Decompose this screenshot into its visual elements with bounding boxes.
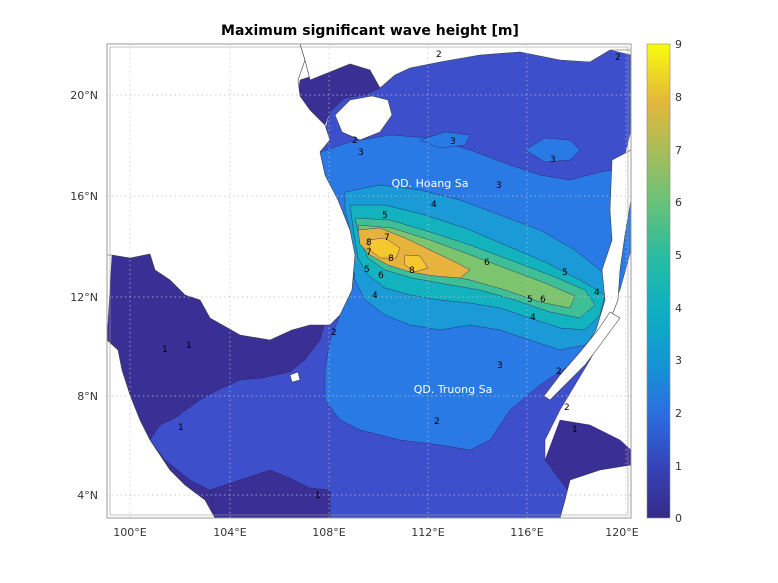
contour-label: 1	[315, 491, 321, 501]
colorbar-ticks: 0 1 2 3 4 5 6 7 8 9	[675, 38, 682, 525]
colorbar-tick-label: 8	[675, 91, 682, 104]
contour-label: 1	[186, 341, 192, 351]
land-natuna	[289, 371, 301, 383]
colorbar-tick-label: 3	[675, 354, 682, 367]
land-hainan	[334, 95, 393, 141]
contour-label: 3	[496, 181, 502, 191]
contour-label: 2	[434, 417, 440, 427]
y-tick-label: 4°N	[77, 489, 98, 502]
colorbar-tick-label: 9	[675, 38, 682, 51]
y-tick-label: 16°N	[70, 190, 98, 203]
land-malay	[107, 339, 216, 518]
x-tick-label: 104°E	[213, 526, 246, 539]
contour-label: 6	[484, 258, 490, 268]
chart-title: Maximum significant wave height [m]	[221, 23, 519, 39]
map-grid	[107, 44, 631, 518]
colorbar: 0 1 2 3 4 5 6 7 8 9	[646, 38, 682, 525]
colorbar-tick-label: 7	[675, 144, 682, 157]
contour-label: 3	[497, 361, 503, 371]
x-tick-label: 120°E	[605, 526, 638, 539]
land-indochina	[107, 44, 356, 341]
contour-label: 8	[366, 238, 372, 248]
contour-label: 3	[550, 155, 556, 165]
contour-label: 1	[572, 425, 578, 435]
colorbar-tick-label: 2	[675, 407, 682, 420]
contour-label: 2	[352, 136, 358, 146]
y-tick-label: 8°N	[77, 390, 98, 403]
x-axis-ticks: 100°E 104°E 108°E 112°E 116°E 120°E	[113, 526, 638, 539]
colorbar-gradient	[646, 43, 671, 519]
land-china	[299, 44, 631, 89]
contour-label: 4	[530, 313, 536, 323]
contour-label: 5	[364, 265, 370, 275]
colorbar-tick-label: 5	[675, 249, 682, 262]
colorbar-tick-label: 1	[675, 460, 682, 473]
contour-label: 2	[436, 50, 442, 60]
contour-label: 3	[358, 148, 364, 158]
contour-label: 4	[372, 291, 378, 301]
contour-label: 7	[384, 233, 390, 243]
x-tick-label: 108°E	[312, 526, 345, 539]
colorbar-tick-label: 4	[675, 302, 682, 315]
map-area: 1 1 1 1 1 2 2 2 2 2 2 2 3 3 3 3 3 4 4 4 …	[107, 44, 631, 518]
land-borneo	[559, 464, 631, 518]
contour-label: 4	[594, 288, 600, 298]
colorbar-tick-label: 6	[675, 196, 682, 209]
contour-label: 2	[556, 367, 562, 377]
contour-fill-level-8-b	[403, 254, 429, 273]
x-tick-label: 100°E	[113, 526, 146, 539]
contour-label: 8	[409, 266, 415, 276]
colorbar-tick-label: 0	[675, 512, 682, 525]
contour-label: 2	[564, 403, 570, 413]
contour-fill-level-2-patch-b	[419, 131, 471, 149]
contour-label: 2	[331, 328, 337, 338]
contour-labels: 1 1 1 1 1 2 2 2 2 2 2 2 3 3 3 3 3 4 4 4 …	[162, 50, 621, 501]
contour-label: 2	[615, 53, 621, 63]
contour-label: 1	[162, 345, 168, 355]
contour-fill-level-8	[367, 237, 401, 259]
annotation-truong-sa: QD. Truong Sa	[414, 383, 493, 396]
x-tick-label: 112°E	[411, 526, 444, 539]
contour-label: 6	[540, 295, 546, 305]
annotation-hoang-sa: QD. Hoang Sa	[391, 177, 468, 190]
y-tick-label: 12°N	[70, 291, 98, 304]
land-palawan	[543, 311, 621, 401]
contour-label: 5	[527, 295, 533, 305]
contour-label: 7	[366, 248, 372, 258]
contour-label: 3	[450, 137, 456, 147]
contour-label: 1	[178, 423, 184, 433]
contour-fill-level-2-patch	[524, 137, 581, 163]
x-tick-label: 116°E	[510, 526, 543, 539]
contour-label: 5	[562, 268, 568, 278]
contour-label: 4	[431, 200, 437, 210]
y-tick-label: 20°N	[70, 89, 98, 102]
contour-label: 6	[378, 271, 384, 281]
contour-label: 8	[388, 254, 394, 264]
map-frame	[106, 43, 632, 519]
y-axis-ticks: 4°N 8°N 12°N 16°N 20°N	[70, 89, 98, 502]
contour-label: 5	[382, 211, 388, 221]
